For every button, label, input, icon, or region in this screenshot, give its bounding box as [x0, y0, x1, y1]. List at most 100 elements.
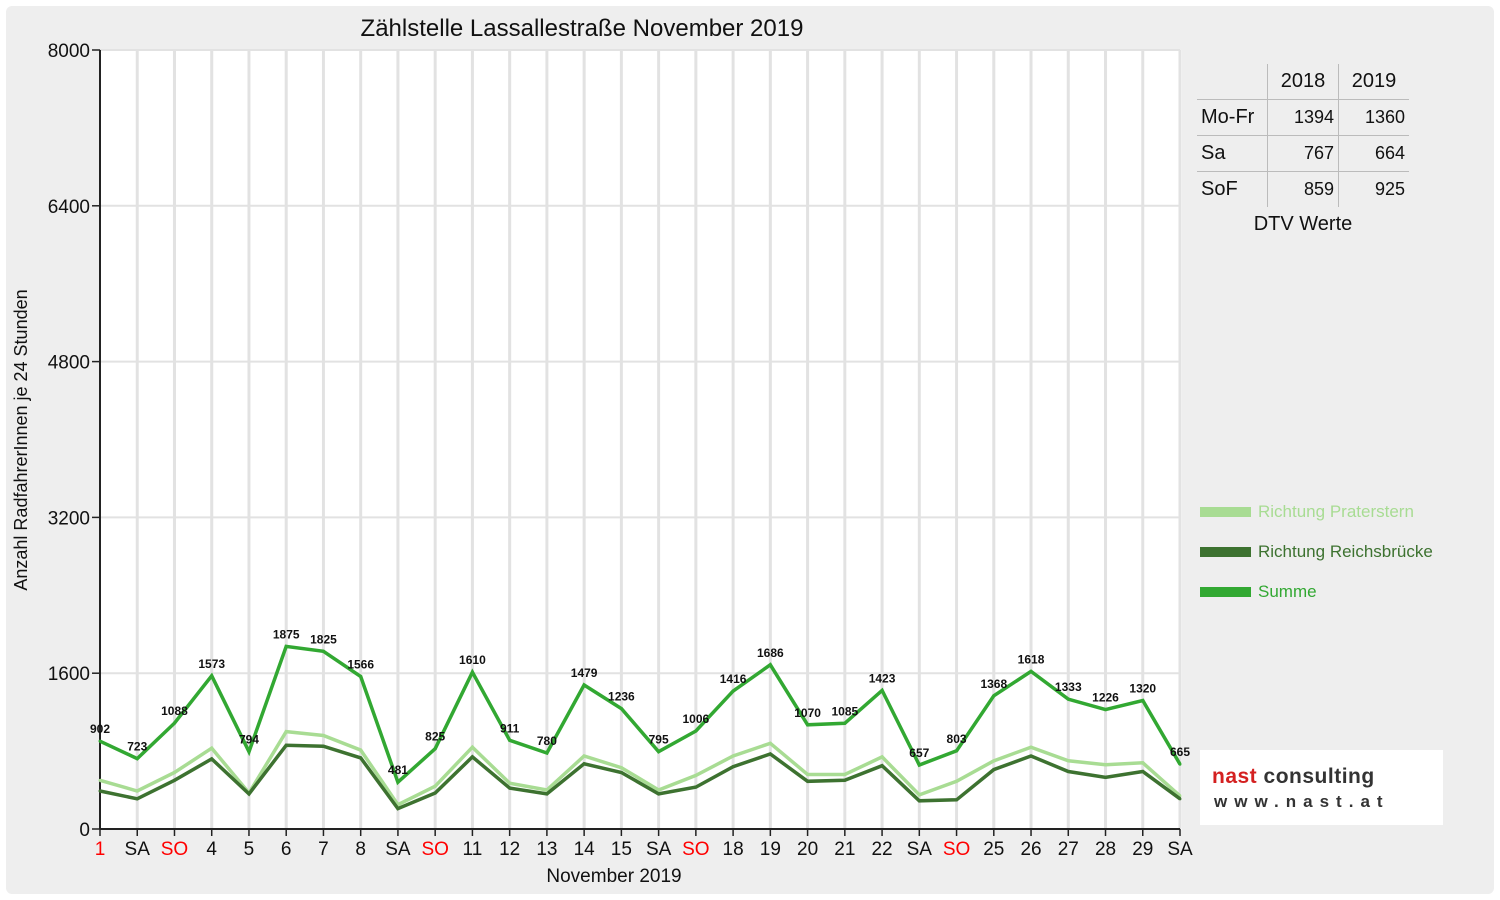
data-point: [582, 762, 586, 766]
data-point: [880, 764, 884, 768]
data-point: [1066, 697, 1070, 701]
x-tick-label: 18: [723, 839, 744, 860]
data-point: [731, 754, 735, 758]
data-label: 1226: [1092, 691, 1119, 705]
y-tick-label: 6400: [48, 197, 90, 218]
data-point: [284, 743, 288, 747]
dtv-row-label: Sa: [1197, 135, 1268, 172]
data-point: [992, 694, 996, 698]
x-tick-label: 12: [499, 839, 520, 860]
data-point: [1104, 708, 1108, 712]
data-label: 1479: [571, 666, 598, 680]
data-label: 1320: [1129, 681, 1156, 695]
data-point: [470, 670, 474, 674]
data-point: [768, 663, 772, 667]
data-label: 794: [239, 733, 259, 747]
data-point: [359, 756, 363, 760]
logo-wordmark: nast consulting: [1212, 765, 1375, 789]
legend-item-reichsbruecke: Richtung Reichsbrücke: [1200, 532, 1433, 572]
y-tick-label: 4800: [48, 353, 90, 374]
data-point: [1104, 775, 1108, 779]
x-tick-label: 21: [834, 839, 855, 860]
data-point: [98, 739, 102, 743]
data-point: [731, 765, 735, 769]
data-point: [619, 771, 623, 775]
data-point: [917, 793, 921, 797]
data-point: [1029, 745, 1033, 749]
data-point: [359, 675, 363, 679]
data-point: [806, 723, 810, 727]
dtv-value: 859: [1267, 171, 1339, 207]
dtv-table: 2018 2019 Mo-Fr 1394 1360 Sa 767 664 SoF…: [1197, 64, 1412, 236]
data-point: [1066, 770, 1070, 774]
data-point: [955, 749, 959, 753]
data-point: [731, 689, 735, 693]
data-point: [619, 766, 623, 770]
data-point: [98, 789, 102, 793]
legend-swatch: [1200, 547, 1251, 557]
data-point: [321, 734, 325, 738]
x-tick-label: SA: [907, 839, 933, 860]
dtv-value: 1360: [1338, 99, 1409, 136]
data-point: [1029, 669, 1033, 673]
dtv-row-sa: Sa 767 664: [1197, 135, 1409, 172]
data-label: 1070: [794, 706, 821, 720]
data-label: 1236: [608, 690, 635, 704]
x-tick-label: 14: [574, 839, 596, 860]
data-label: 1423: [869, 671, 896, 685]
data-point: [545, 751, 549, 755]
dtv-caption: DTV Werte: [1253, 213, 1353, 235]
x-tick-label: 22: [871, 839, 892, 860]
x-tick-label: SO: [682, 839, 709, 860]
data-point: [508, 738, 512, 742]
data-point: [1141, 761, 1145, 765]
y-tick-label: 1600: [48, 664, 90, 685]
x-tick-label: 8: [355, 839, 366, 860]
x-axis-title: November 2019: [546, 866, 681, 887]
data-label: 1618: [1018, 652, 1045, 666]
dtv-row-sof: SoF 859 925: [1197, 171, 1409, 207]
data-point: [768, 741, 772, 745]
x-tick-label: 19: [760, 839, 781, 860]
data-label: 911: [500, 721, 520, 735]
data-point: [694, 729, 698, 733]
data-label: 665: [1170, 745, 1190, 759]
data-point: [1178, 797, 1182, 801]
legend-item-summe: Summe: [1200, 572, 1433, 612]
data-point: [433, 791, 437, 795]
data-point: [508, 781, 512, 785]
data-point: [321, 744, 325, 748]
data-label: 803: [947, 732, 967, 746]
x-tick-label: 26: [1020, 839, 1041, 860]
data-label: 780: [537, 734, 557, 748]
x-tick-label: SO: [421, 839, 448, 860]
company-logo: nast consulting www.nast.at: [1200, 750, 1443, 825]
data-point: [582, 683, 586, 687]
data-point: [284, 644, 288, 648]
data-point: [508, 786, 512, 790]
data-point: [545, 788, 549, 792]
data-point: [1141, 698, 1145, 702]
data-point: [135, 797, 139, 801]
data-point: [843, 772, 847, 776]
dtv-row-label: Mo-Fr: [1197, 99, 1268, 136]
dtv-header-row: 2018 2019: [1197, 64, 1409, 100]
x-tick-label: SA: [385, 839, 411, 860]
data-point: [843, 778, 847, 782]
dtv-col-2018: 2018: [1267, 64, 1339, 100]
data-point: [806, 779, 810, 783]
data-point: [1178, 762, 1182, 766]
x-tick-label: 1: [95, 839, 106, 860]
x-tick-label: 20: [797, 839, 818, 860]
x-tick-label: 29: [1132, 839, 1153, 860]
data-point: [1141, 770, 1145, 774]
data-point: [1104, 763, 1108, 767]
legend-swatch: [1200, 507, 1251, 517]
data-label: 657: [909, 746, 929, 760]
legend-label: Richtung Reichsbrücke: [1258, 542, 1433, 561]
data-point: [619, 707, 623, 711]
data-label: 1825: [310, 632, 337, 646]
data-point: [321, 649, 325, 653]
data-label: 1566: [347, 658, 374, 672]
x-tick-label: 27: [1058, 839, 1079, 860]
